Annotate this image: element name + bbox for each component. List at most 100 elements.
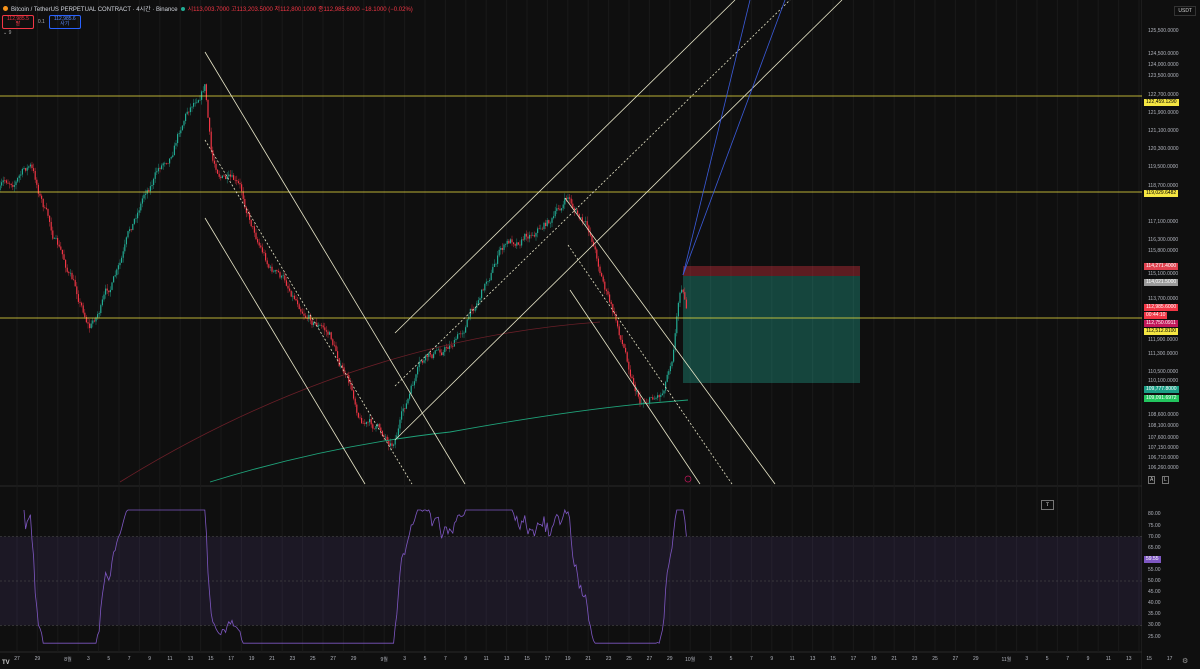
candle-body [20,174,22,176]
candle-body [572,203,574,209]
candle-body [380,427,382,432]
candle-body [647,403,649,405]
candle-body [673,349,675,362]
settings-gear-icon[interactable]: ⚙ [1182,658,1189,665]
candle-body [249,213,251,220]
candle-body [340,365,342,367]
time-label: 17 [544,656,551,662]
time-label: 19 [565,656,571,662]
time-label: 27 [14,656,20,662]
candle-body [437,349,439,351]
candle-body [49,215,51,222]
auto-scale-button[interactable]: A [1148,476,1156,484]
price-tag: 112,512.8100 [1144,327,1179,335]
candle-body [655,397,657,399]
chart-canvas[interactable] [0,0,1142,669]
candle-body [461,333,463,335]
price-axis[interactable]: 125,500.0000 124,500.0000 124,000.0000 123,… [1142,0,1200,484]
time-label: 29 [34,656,41,662]
time-label: 25 [310,656,316,662]
rsi-label: 40.00 [1148,600,1161,607]
candle-body [116,269,118,276]
candle-body [25,168,27,171]
candle-body [564,198,566,205]
time-label: 23 [911,656,918,662]
market-status-icon [180,6,185,11]
time-label: 7 [127,656,131,662]
candle-body [533,235,535,237]
candle-body [476,303,478,308]
candle-body [407,398,409,404]
candle-body [325,330,327,332]
candle-body [415,374,417,382]
price-label: 116,300.0000 [1148,237,1179,244]
candle-body [92,320,94,324]
channel-line [204,217,366,485]
time-label: 5 [107,656,111,662]
channel-line [394,0,736,334]
candle-body [532,235,534,236]
time-label: 11 [1105,656,1111,662]
indicator-collapse-toggle[interactable]: ⌄ 9 [3,30,12,36]
candle-body [405,403,407,409]
candle-body [114,275,116,277]
candle-body [69,272,71,274]
candle-body [105,288,107,295]
candle-body [554,210,556,217]
rsi-label: 35.00 [1148,611,1161,618]
candle-body [580,217,582,219]
candle-body [621,339,623,345]
time-label: 29 [973,656,979,662]
currency-selector[interactable]: USDT [1174,6,1196,16]
candle-body [130,229,132,231]
candle-body [247,212,249,214]
candle-body [471,308,473,311]
symbol-title[interactable]: Bitcoin / TetherUS PERPETUAL CONTRACT · … [11,7,178,13]
candle-body [65,259,67,268]
candle-body [330,332,332,340]
candle-body [74,280,76,287]
channel-line [569,289,701,485]
candle-body [2,180,4,183]
candle-body [55,238,57,239]
candle-body [604,281,606,290]
candle-body [4,180,6,181]
candle-body [229,174,231,177]
log-scale-button[interactable]: L [1162,476,1169,484]
candle-body [335,345,337,352]
candle-body [212,150,214,161]
time-label: 13 [1126,656,1132,662]
rsi-axis[interactable]: 80.00 75.00 70.00 65.00 55.00 50.00 45.00 40.00… [1142,490,1200,650]
candle-body [63,254,65,260]
text-cursor-icon[interactable]: Ⲧ [1041,500,1055,510]
candle-body [18,175,20,178]
time-label: 23 [289,656,296,662]
candle-body [244,198,246,208]
candle-body [143,194,145,199]
candle-body [138,210,140,213]
candle-body [333,344,335,346]
candle-body [298,304,300,310]
candle-body [581,217,583,222]
candle-body [522,239,524,240]
candle-body [404,408,406,410]
candle-body [425,355,427,361]
candle-body [500,247,502,250]
candle-body [169,158,171,164]
candle-body [260,245,262,248]
candle-body [285,280,287,286]
buy-button[interactable]: 112,985.6 사기 [48,15,81,29]
candle-body [281,275,283,278]
candle-body [388,440,390,446]
sell-button[interactable]: 112,985.5 팔 [2,15,34,29]
candle-body [113,276,115,283]
time-label: 9 [770,656,774,662]
time-label: 9 [464,656,468,662]
candle-body [231,175,233,177]
sell-label: 팔 [15,21,21,27]
candle-body [605,289,607,292]
price-label: 120,300.0000 [1148,146,1179,153]
candle-body [623,344,625,348]
candle-body [412,385,414,386]
